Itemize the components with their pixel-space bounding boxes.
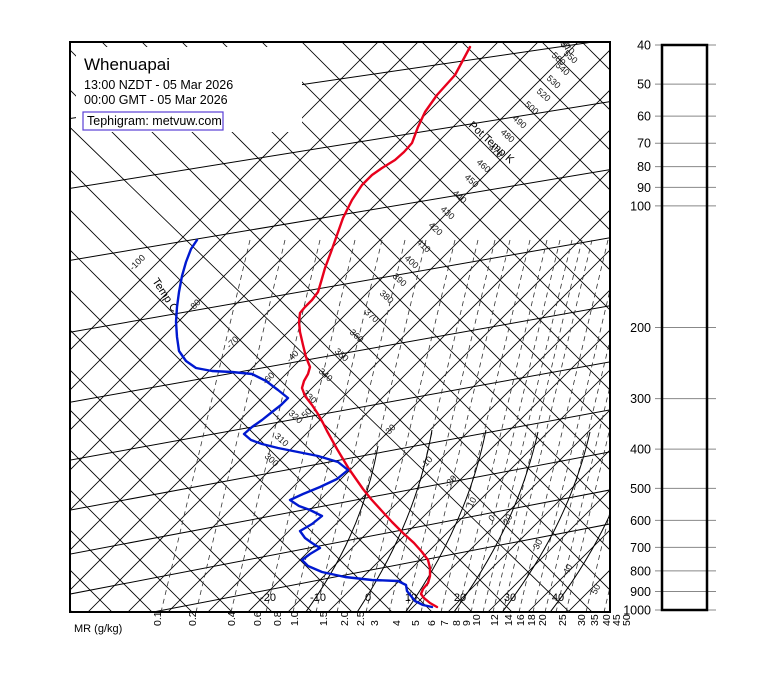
mr-axis-title: MR (g/kg): [74, 623, 122, 635]
plot-frame: [69, 41, 611, 613]
mixing-ratio-tick-label: 4: [391, 620, 403, 626]
mixing-ratio-tick-label: 12: [489, 614, 501, 626]
mixing-ratio-tick-label: 16: [515, 614, 527, 626]
wet-adiabat-label: 50: [589, 582, 603, 596]
pressure-label-group: 40 50 60 70 80 90 100 200 300 400 500 600 700 800 900 1…: [623, 39, 651, 618]
mixing-ratio-tick-label: 40: [601, 614, 613, 626]
mixing-ratio-tick-label: 10: [471, 614, 483, 626]
station-title: Whenuapai: [84, 55, 170, 74]
pressure-tick-label: 100: [630, 199, 651, 213]
wet-adiabat-label: 20: [501, 512, 515, 526]
bottom-temp-label: 40: [552, 592, 564, 604]
pressure-panel-frame: [660, 43, 709, 612]
mixing-ratio-tick-label: 0.2: [187, 611, 199, 626]
dewpoint-profile-curve: [174, 238, 434, 609]
mixing-ratio-tick-label: 50: [621, 614, 633, 626]
mixing-ratio-tick-label: 20: [537, 614, 549, 626]
pressure-tick-label: 90: [637, 181, 651, 195]
isobar-lines: [70, 42, 610, 612]
isotherm-label: 0: [486, 513, 497, 524]
mixing-ratio-tick-label: 2.0: [339, 611, 351, 626]
pressure-tick-label: 70: [637, 137, 651, 151]
mixing-ratio-tick-label: 7: [439, 620, 451, 626]
mixing-ratio-tick-label: 25: [557, 614, 569, 626]
wet-adiabat-label-group: 10 20 30 40 50: [465, 495, 603, 596]
pressure-tick-label: 400: [630, 443, 651, 457]
bottom-temp-label: 30: [504, 592, 516, 604]
pressure-tick-label: 900: [630, 585, 651, 599]
pressure-tick-label: 1000: [623, 604, 651, 618]
wet-adiabat-label: 30: [531, 537, 545, 551]
mixing-ratio-tick-label: 6: [426, 620, 438, 626]
pressure-tick-label: 40: [637, 39, 651, 53]
header-info-block: Whenuapai 13:00 NZDT - 05 Mar 2026 00:00…: [76, 47, 302, 132]
mixing-ratio-tick-label: 30: [576, 614, 588, 626]
mixing-ratio-tick-label: 3: [369, 620, 381, 626]
mixing-ratio-tick-label: 1.0: [289, 611, 301, 626]
pressure-tick-label: 200: [630, 321, 651, 335]
mixing-ratio-tick-label: 2.5: [355, 611, 367, 626]
pressure-tick-label: 80: [637, 160, 651, 174]
mixing-ratio-tick-label: 0.4: [226, 611, 238, 626]
pressure-panel: 40 50 60 70 80 90 100 200 300 400 500 600 700 800 900 1…: [623, 39, 716, 618]
wet-adiabat-label: 40: [561, 562, 575, 576]
mixing-ratio-tick-label: 9: [461, 620, 473, 626]
pressure-tick-label: 800: [630, 564, 651, 578]
bottom-temp-label: 20: [454, 592, 466, 604]
pressure-tick-label: 600: [630, 514, 651, 528]
isentrope-label: 590: [555, 34, 573, 51]
mixing-ratio-tick-label: 0.1: [152, 611, 164, 626]
source-box[interactable]: [82, 111, 224, 131]
bottom-temp-label: -10: [310, 592, 326, 604]
pressure-tick-label: 500: [630, 482, 651, 496]
mixing-ratio-tick-label: 35: [589, 614, 601, 626]
local-time-line: 13:00 NZDT - 05 Mar 2026: [84, 78, 233, 92]
pressure-tick-label: 60: [637, 110, 651, 124]
mixing-ratio-tick-label: 1.5: [318, 611, 330, 626]
mixing-ratio-tick-label: 0.6: [252, 611, 264, 626]
bottom-temp-label: 0: [365, 592, 371, 604]
wet-adiabat-label: 10: [465, 495, 479, 509]
mixing-ratio-tick-label: 0.8: [272, 611, 284, 626]
mixing-ratio-tick-label: 8: [451, 620, 463, 626]
mixing-ratio-tick-label: 45: [611, 614, 623, 626]
source-label: Tephigram: metvuw.com: [87, 114, 222, 128]
mixing-ratio-tick-label: 14: [503, 614, 515, 626]
pressure-tick-label: 50: [637, 78, 651, 92]
mixing-ratio-tick-label: 18: [526, 614, 538, 626]
pressure-tick-label: 700: [630, 541, 651, 555]
bottom-temp-label: -20: [260, 592, 276, 604]
temperature-profile-curve: [297, 45, 472, 609]
wet-adiabat-lines: [305, 429, 610, 612]
pressure-tick-label: 300: [630, 392, 651, 406]
gmt-time-line: 00:00 GMT - 05 Mar 2026: [84, 93, 228, 107]
mixing-ratio-lines: [160, 239, 610, 612]
mixing-ratio-tick-label: 5: [410, 620, 422, 626]
